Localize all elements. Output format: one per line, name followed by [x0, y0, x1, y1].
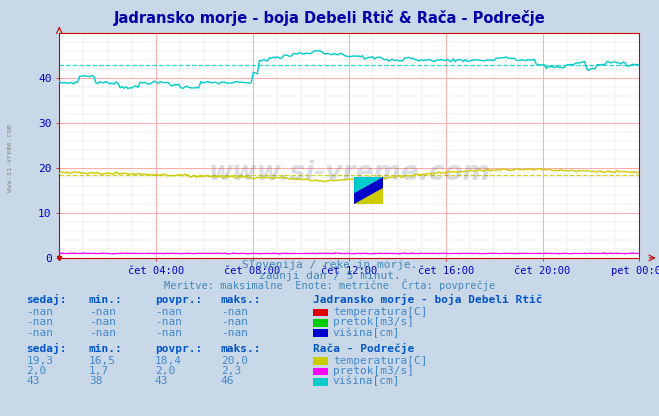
Text: -nan: -nan — [89, 307, 116, 317]
Text: Rača - Podrečje: Rača - Podrečje — [313, 342, 415, 354]
Text: 2,3: 2,3 — [221, 366, 241, 376]
Text: -nan: -nan — [155, 307, 182, 317]
Text: Jadransko morje - boja Debeli Rtič: Jadransko morje - boja Debeli Rtič — [313, 294, 542, 305]
Text: min.:: min.: — [89, 344, 123, 354]
Text: 46: 46 — [221, 376, 234, 386]
Text: -nan: -nan — [26, 307, 53, 317]
Text: -nan: -nan — [155, 317, 182, 327]
Text: Jadransko morje - boja Debeli Rtič & Rača - Podrečje: Jadransko morje - boja Debeli Rtič & Rač… — [113, 10, 546, 26]
Text: Slovenija / reke in morje.: Slovenija / reke in morje. — [242, 260, 417, 270]
Text: -nan: -nan — [26, 328, 53, 338]
Text: -nan: -nan — [89, 317, 116, 327]
Text: temperatura[C]: temperatura[C] — [333, 356, 427, 366]
Text: pretok[m3/s]: pretok[m3/s] — [333, 366, 414, 376]
Text: -nan: -nan — [221, 317, 248, 327]
Text: www.si-vreme.com: www.si-vreme.com — [208, 160, 490, 186]
Bar — [354, 177, 383, 204]
Text: 19,3: 19,3 — [26, 356, 53, 366]
Text: 1,7: 1,7 — [89, 366, 109, 376]
Text: maks.:: maks.: — [221, 295, 261, 305]
Text: 20,0: 20,0 — [221, 356, 248, 366]
Text: sedaj:: sedaj: — [26, 294, 67, 305]
Text: www.si-vreme.com: www.si-vreme.com — [7, 124, 13, 192]
Text: 43: 43 — [26, 376, 40, 386]
Text: maks.:: maks.: — [221, 344, 261, 354]
Text: povpr.:: povpr.: — [155, 295, 202, 305]
Text: -nan: -nan — [221, 328, 248, 338]
Text: sedaj:: sedaj: — [26, 342, 67, 354]
Text: min.:: min.: — [89, 295, 123, 305]
Text: 2,0: 2,0 — [155, 366, 175, 376]
Text: 43: 43 — [155, 376, 168, 386]
Polygon shape — [354, 177, 383, 193]
Text: -nan: -nan — [89, 328, 116, 338]
Text: 38: 38 — [89, 376, 102, 386]
Text: višina[cm]: višina[cm] — [333, 327, 400, 338]
Text: Meritve: maksimalne  Enote: metrične  Črta: povprečje: Meritve: maksimalne Enote: metrične Črta… — [164, 279, 495, 291]
Text: -nan: -nan — [221, 307, 248, 317]
Text: -nan: -nan — [26, 317, 53, 327]
Text: -nan: -nan — [155, 328, 182, 338]
Text: temperatura[C]: temperatura[C] — [333, 307, 427, 317]
Text: 16,5: 16,5 — [89, 356, 116, 366]
Text: 18,4: 18,4 — [155, 356, 182, 366]
Text: povpr.:: povpr.: — [155, 344, 202, 354]
Text: pretok[m3/s]: pretok[m3/s] — [333, 317, 414, 327]
Text: zadnji dan / 5 minut.: zadnji dan / 5 minut. — [258, 271, 401, 281]
Polygon shape — [354, 188, 383, 204]
Text: 2,0: 2,0 — [26, 366, 47, 376]
Text: višina[cm]: višina[cm] — [333, 376, 400, 386]
